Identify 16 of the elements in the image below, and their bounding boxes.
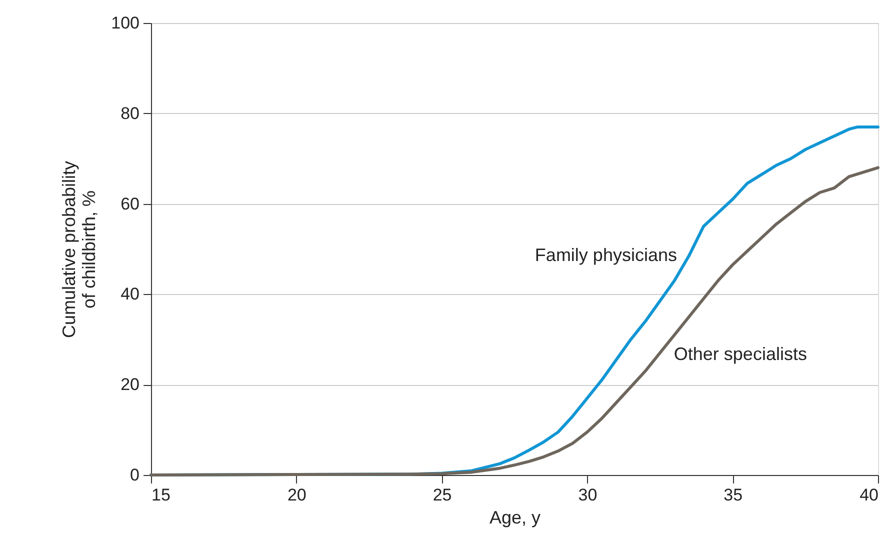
series-label: Other specialists	[674, 344, 807, 364]
x-tick-label: 25	[432, 486, 452, 504]
y-tick-label: 100	[111, 14, 140, 32]
x-tick-label: 40	[860, 486, 878, 504]
series-label: Family physicians	[534, 244, 677, 265]
x-tick-label: 20	[287, 486, 306, 504]
y-tick-label: 40	[120, 284, 140, 304]
y-tick-label: 60	[120, 194, 140, 214]
x-axis-title: Age, y	[489, 508, 541, 528]
y-tick-label: 0	[130, 466, 140, 484]
x-tick-label: 15	[152, 486, 170, 504]
y-axis-title: Cumulative probability of childbirth, %	[59, 160, 100, 338]
x-tick-label: 30	[578, 486, 598, 504]
y-tick-label: 80	[120, 104, 140, 123]
y-tick-label: 20	[120, 375, 140, 394]
x-tick-label: 35	[724, 486, 743, 504]
